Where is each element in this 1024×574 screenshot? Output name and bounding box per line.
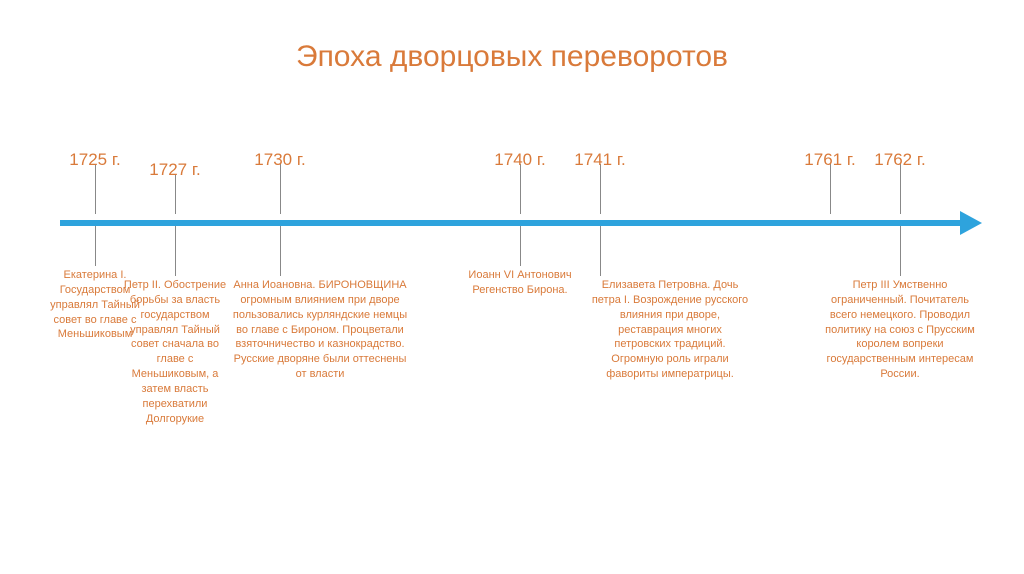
tick-down: [900, 226, 901, 276]
event-description: Иоанн VI Антонович Регенство Бирона.: [460, 268, 580, 298]
year-label: 1741 г.: [574, 150, 625, 170]
tick-down: [520, 226, 521, 266]
year-label: 1725 г.: [69, 150, 120, 170]
tick-down: [175, 226, 176, 276]
tick-up: [95, 164, 96, 214]
tick-up: [175, 174, 176, 214]
tick-up: [900, 164, 901, 214]
tick-down: [600, 226, 601, 276]
tick-up: [600, 164, 601, 214]
year-label: 1762 г.: [874, 150, 925, 170]
tick-down: [280, 226, 281, 276]
timeline: 1725 г.Екатерина I. Государством управля…: [60, 220, 980, 226]
year-label: 1727 г.: [149, 160, 200, 180]
event-description: Анна Иоановна. БИРОНОВЩИНА огромным влия…: [230, 278, 410, 382]
event-description: Петр III Умственно ограниченный. Почитат…: [825, 278, 975, 382]
year-label: 1761 г.: [804, 150, 855, 170]
timeline-arrowhead: [960, 211, 982, 235]
timeline-axis: [60, 220, 965, 226]
event-description: Петр II. Обострение борьбы за власть гос…: [120, 278, 230, 426]
event-description: Елизавета Петровна. Дочь петра I. Возрож…: [590, 278, 750, 382]
tick-down: [95, 226, 96, 266]
diagram-title: Эпоха дворцовых переворотов: [0, 40, 1024, 74]
year-label: 1730 г.: [254, 150, 305, 170]
tick-up: [280, 164, 281, 214]
tick-up: [830, 164, 831, 214]
year-label: 1740 г.: [494, 150, 545, 170]
tick-up: [520, 164, 521, 214]
